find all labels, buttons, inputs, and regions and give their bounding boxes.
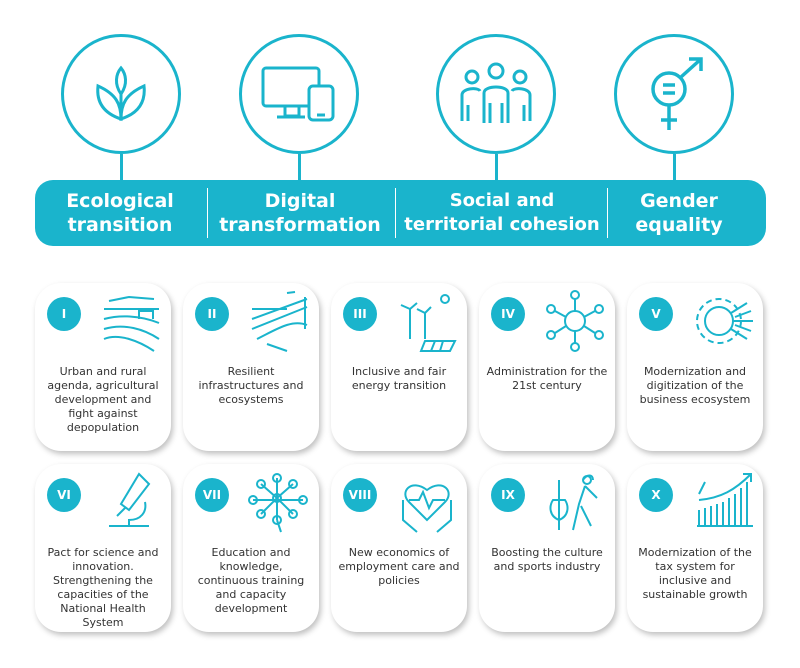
policy-card: IX Boosting the culture and sports indus… bbox=[479, 464, 615, 632]
divider bbox=[607, 188, 608, 238]
pillar-circle-social bbox=[436, 34, 556, 154]
divider bbox=[395, 188, 396, 238]
policy-text: Resilient infrastructures and ecosystems bbox=[198, 365, 304, 406]
pillar-circle-ecological bbox=[61, 34, 181, 154]
violin-athlete-icon bbox=[549, 474, 598, 531]
policy-text: Urban and rural agenda, agricultural dev… bbox=[47, 365, 159, 434]
people-icon bbox=[460, 62, 532, 123]
policy-card: VI Pact for science and innovation. Stre… bbox=[35, 464, 171, 632]
growth-chart-icon bbox=[697, 473, 753, 527]
neural-network-icon bbox=[248, 473, 308, 533]
numeral-badge: III bbox=[343, 297, 377, 331]
leaves-icon bbox=[96, 65, 146, 122]
label-line: Social and bbox=[449, 190, 555, 211]
policy-card: V Modernization and digitization of the … bbox=[627, 283, 763, 451]
label-line: Gender bbox=[640, 190, 718, 212]
numeral-badge: IX bbox=[491, 478, 525, 512]
rural-landscape-icon bbox=[103, 295, 160, 352]
policy-card: II Resilient infrastructures and ecosyst… bbox=[183, 283, 319, 451]
bridge-infrastructure-icon bbox=[251, 291, 308, 352]
numeral-badge: X bbox=[639, 478, 673, 512]
policy-card: VII Education and knowledge, continuous … bbox=[183, 464, 319, 632]
devices-icon bbox=[261, 66, 335, 122]
gender-icon bbox=[651, 57, 703, 130]
label-line: transition bbox=[67, 214, 173, 236]
network-hub-icon bbox=[546, 290, 604, 352]
gear-circuit-icon bbox=[696, 298, 753, 344]
numeral-badge: IV bbox=[491, 297, 525, 331]
label-line: equality bbox=[635, 214, 723, 236]
policy-text: Inclusive and fair energy transition bbox=[351, 365, 447, 392]
connector bbox=[120, 154, 123, 182]
pillar-label-gender: Gender equality bbox=[609, 188, 749, 238]
policy-text: Pact for science and innovation. Strengt… bbox=[47, 546, 159, 629]
label-line: territorial cohesion bbox=[404, 214, 600, 235]
policy-card: I Urban and rural agenda, agricultural d… bbox=[35, 283, 171, 451]
policy-text: Modernization of the tax system for incl… bbox=[638, 546, 752, 601]
pillar-label-ecological: Ecological transition bbox=[35, 188, 205, 238]
numeral-badge: VI bbox=[47, 478, 81, 512]
connector bbox=[495, 154, 498, 182]
microscope-icon bbox=[109, 472, 151, 527]
connector bbox=[673, 154, 676, 182]
policy-text: Boosting the culture and sports industry bbox=[491, 546, 603, 573]
policy-text: Modernization and digitization of the bu… bbox=[639, 365, 751, 406]
numeral-badge: VII bbox=[195, 478, 229, 512]
pillar-circle-gender bbox=[614, 34, 734, 154]
pillar-label-digital: Digital transformation bbox=[209, 188, 391, 238]
label-line: transformation bbox=[219, 214, 381, 236]
policy-card: III Inclusive and fair energy transition bbox=[331, 283, 467, 451]
numeral-badge: V bbox=[639, 297, 673, 331]
policy-card: X Modernization of the tax system for in… bbox=[627, 464, 763, 632]
numeral-badge: II bbox=[195, 297, 229, 331]
policy-text: Administration for the 21st century bbox=[486, 365, 608, 392]
divider bbox=[207, 188, 208, 238]
policy-text: New economics of employment care and pol… bbox=[338, 546, 460, 587]
numeral-badge: I bbox=[47, 297, 81, 331]
pillars-banner: Ecological transition Digital transformati… bbox=[35, 180, 766, 246]
connector bbox=[298, 154, 301, 182]
label-line: Digital bbox=[264, 190, 336, 212]
numeral-badge: VIII bbox=[343, 478, 377, 512]
policy-card: IV Administration for the 21st century bbox=[479, 283, 615, 451]
label-line: Ecological bbox=[66, 190, 174, 212]
pillar-label-social: Social and territorial cohesion bbox=[397, 188, 607, 238]
pillar-circle-digital bbox=[239, 34, 359, 154]
policy-text: Education and knowledge, continuous trai… bbox=[197, 546, 305, 615]
heart-hands-icon bbox=[402, 484, 452, 533]
wind-solar-icon bbox=[400, 294, 457, 352]
policy-card: VIII New economics of employment care an… bbox=[331, 464, 467, 632]
